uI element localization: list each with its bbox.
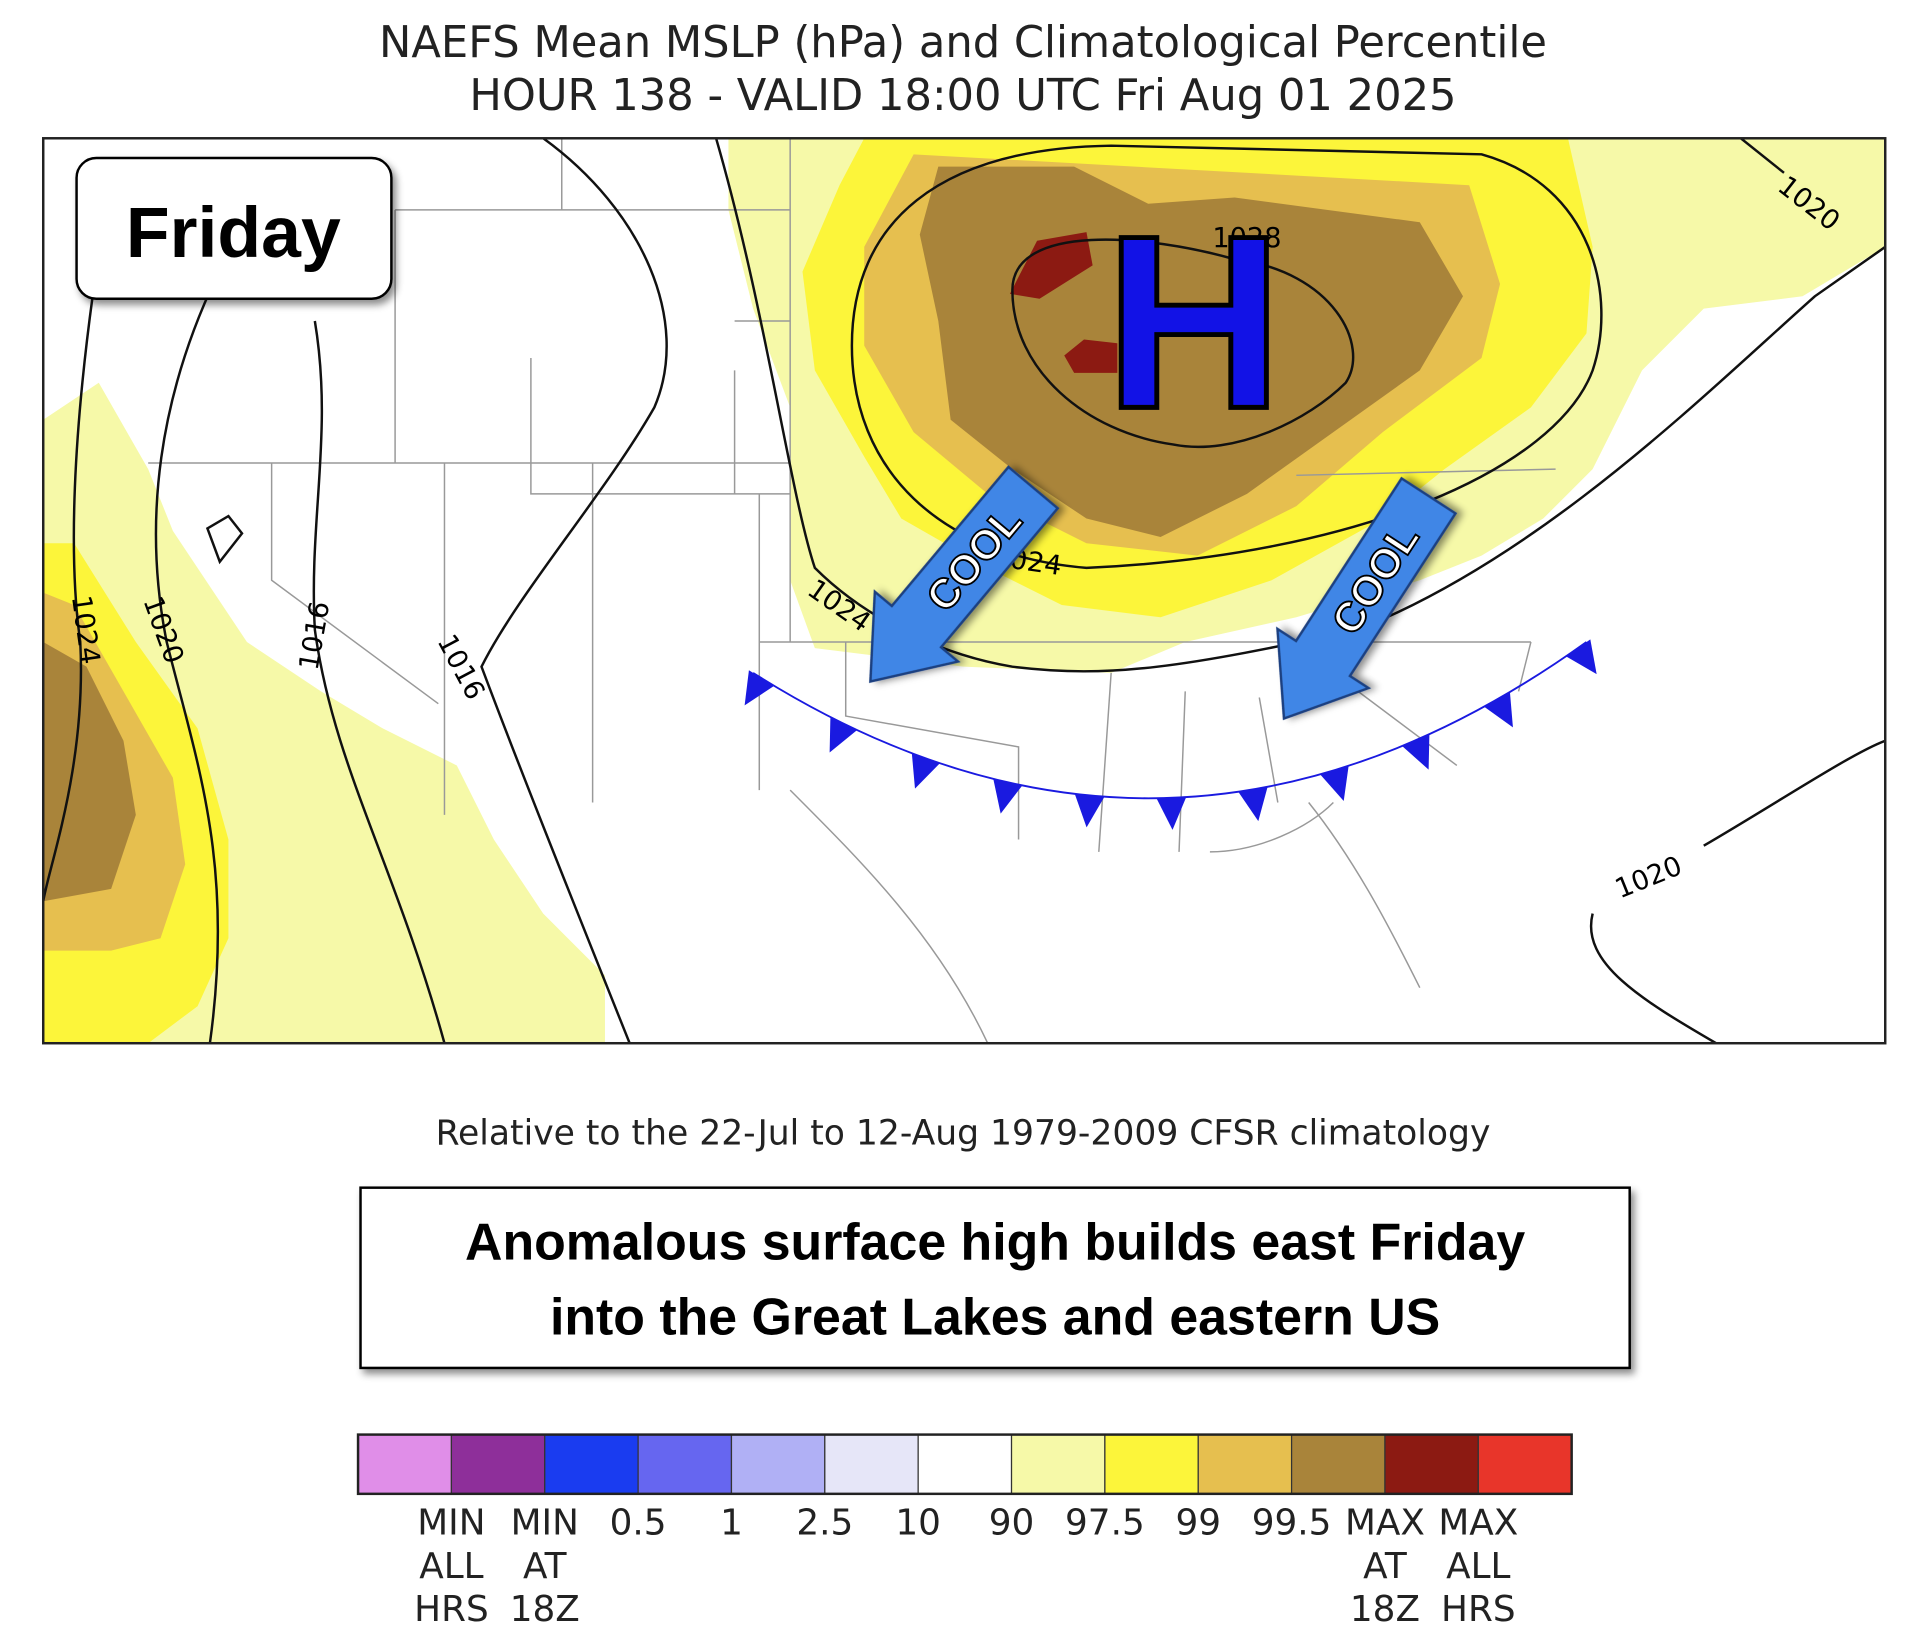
caption-line: Anomalous surface high builds east Frida…	[465, 1212, 1525, 1270]
front-triangle	[1566, 639, 1597, 675]
colorbar-label: 1	[720, 1503, 743, 1544]
colorbar-box	[357, 1433, 453, 1495]
colorbar-label: 10	[895, 1503, 941, 1544]
contour-label: 1028	[1212, 223, 1281, 254]
colorbar-box	[824, 1433, 919, 1495]
front-triangle	[993, 779, 1023, 814]
day-box-shape	[75, 156, 393, 301]
colorbar-box	[1197, 1433, 1293, 1495]
front-triangle	[1320, 765, 1349, 801]
front-triangles	[744, 639, 1597, 830]
front-triangle	[1402, 734, 1430, 770]
colorbar-box	[1477, 1433, 1573, 1495]
caption-line: into the Great Lakes and eastern US	[550, 1288, 1440, 1346]
colorbar-label: MAX	[1345, 1503, 1425, 1544]
map: 1028 1024 1024 1020 1024 1020 1016 1016 …	[43, 138, 1886, 1044]
contours	[43, 138, 1886, 1044]
cold-front	[752, 641, 1588, 800]
arrow-shape	[1276, 476, 1458, 721]
front-triangle	[911, 753, 940, 789]
colorbar-label: 0.5	[610, 1503, 667, 1544]
title-line: HOUR 138 - VALID 18:00 UTC Fri Aug 01 20…	[469, 71, 1456, 121]
colorbar-frame	[356, 1433, 1573, 1496]
borders	[148, 138, 1556, 1044]
front-triangle	[1238, 786, 1268, 822]
colorbar-label: 99.5	[1252, 1503, 1332, 1544]
day-label: Friday	[126, 193, 341, 273]
colorbar-label: 18Z	[510, 1589, 580, 1630]
high-label: H	[1105, 184, 1283, 460]
colorbar-label: 99	[1175, 1503, 1221, 1544]
colorbar-box	[917, 1433, 1013, 1495]
title-line: NAEFS Mean MSLP (hPa) and Climatological…	[379, 18, 1547, 68]
colorbar-box	[1384, 1433, 1479, 1495]
colorbar-label: 90	[989, 1503, 1035, 1544]
colorbar-box	[730, 1433, 826, 1495]
shading	[43, 641, 136, 902]
shading	[1064, 339, 1118, 373]
colorbar-box	[1104, 1433, 1199, 1495]
caption-box	[359, 1186, 1631, 1370]
colorbar-label: MIN	[511, 1503, 579, 1544]
front-triangle	[829, 717, 858, 753]
day-box: Friday	[75, 156, 393, 301]
colorbar-label: ALL	[1446, 1546, 1510, 1587]
front-triangle	[744, 670, 775, 706]
colorbar-label: AT	[523, 1546, 567, 1587]
front-triangle	[1484, 692, 1513, 728]
note: Relative to the 22-Jul to 12-Aug 1979-20…	[436, 1113, 1491, 1153]
colorbar-label: MIN	[417, 1503, 485, 1544]
colorbar-box	[544, 1433, 639, 1495]
colorbar-label: 97.5	[1065, 1503, 1145, 1544]
colorbar-label: HRS	[1441, 1589, 1516, 1630]
map-frame	[41, 137, 1887, 1045]
colorbar-box	[450, 1433, 546, 1495]
colorbar-box	[1010, 1433, 1106, 1495]
front-triangle	[1074, 794, 1105, 828]
arrow-shape	[869, 465, 1060, 684]
colorbar-box	[1290, 1433, 1386, 1495]
colorbar-box	[637, 1433, 733, 1495]
colorbar-label: HRS	[414, 1589, 489, 1630]
colorbar-label: 2.5	[796, 1503, 853, 1544]
colorbar-label: ALL	[419, 1546, 483, 1587]
shading	[1009, 232, 1093, 299]
front-triangle	[1156, 797, 1187, 830]
colorbar-label: MAX	[1438, 1503, 1518, 1544]
colorbar-label: AT	[1363, 1546, 1407, 1587]
colorbar-label: 18Z	[1350, 1589, 1420, 1630]
